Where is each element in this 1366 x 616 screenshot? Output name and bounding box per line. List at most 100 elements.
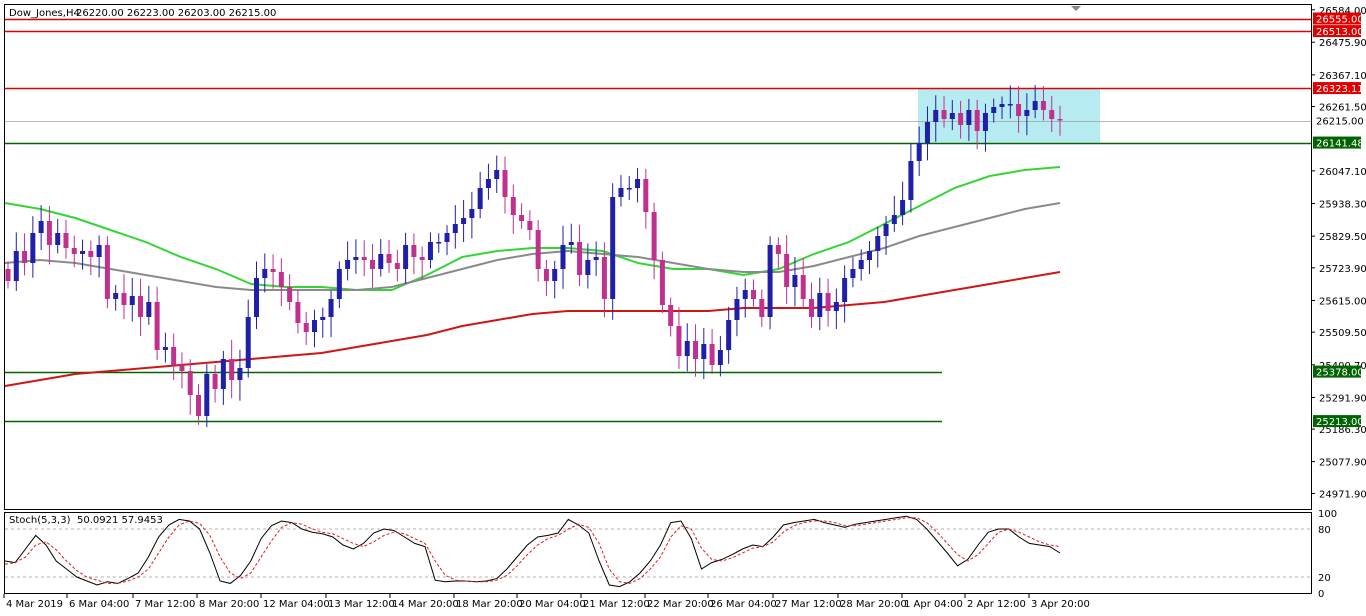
x-tick-label: 1 Apr 04:00 bbox=[904, 599, 963, 610]
candle-body bbox=[982, 113, 988, 131]
candle-body bbox=[916, 143, 922, 161]
candle-body bbox=[519, 215, 525, 221]
candle-body bbox=[96, 245, 102, 257]
candle-body bbox=[386, 254, 392, 263]
candle-body bbox=[568, 242, 574, 245]
y-tick-label: 25615.00 bbox=[1319, 297, 1366, 308]
candle-body bbox=[63, 233, 69, 248]
candles-group bbox=[5, 85, 1063, 428]
x-tick-label: 13 Mar 12:00 bbox=[328, 599, 395, 610]
candle-body bbox=[336, 269, 342, 299]
candle-body bbox=[262, 269, 268, 278]
candle-body bbox=[220, 359, 226, 389]
level-tag-0: 26555.00 bbox=[1316, 15, 1364, 26]
candle-body bbox=[22, 251, 28, 263]
stoch-panel bbox=[4, 512, 1312, 594]
x-tick-label: 26 Mar 04:00 bbox=[710, 599, 777, 610]
candle-body bbox=[419, 257, 425, 260]
candle-body bbox=[684, 341, 690, 356]
candle-body bbox=[138, 296, 144, 317]
candle-body bbox=[353, 257, 359, 260]
candle-body bbox=[585, 260, 591, 275]
candle-body bbox=[891, 215, 897, 224]
candle-body bbox=[701, 344, 707, 359]
scroll-marker-icon[interactable] bbox=[1071, 6, 1081, 11]
candle-body bbox=[751, 290, 757, 299]
candle-body bbox=[817, 293, 823, 317]
candle-body bbox=[552, 269, 558, 281]
candle-body bbox=[295, 302, 301, 323]
stoch-tick-label: 80 bbox=[1318, 525, 1331, 536]
candle-body bbox=[212, 374, 218, 389]
candle-body bbox=[436, 242, 442, 244]
candle-body bbox=[104, 245, 110, 299]
candle-body bbox=[179, 365, 185, 371]
current-price-tag: 26215.00 bbox=[1316, 117, 1364, 128]
x-tick-label: 3 Apr 20:00 bbox=[1031, 599, 1090, 610]
candle-body bbox=[46, 221, 52, 245]
stoch-label: Stoch(5,3,3) bbox=[9, 515, 71, 526]
candle-body bbox=[1057, 119, 1063, 121]
x-tick-label: 6 Mar 04:00 bbox=[69, 599, 129, 610]
y-tick-label: 26584.00 bbox=[1319, 6, 1366, 17]
candle-body bbox=[577, 242, 583, 275]
candle-body bbox=[635, 179, 641, 188]
candle-body bbox=[668, 305, 674, 326]
x-tick-label: 14 Mar 20:00 bbox=[392, 599, 459, 610]
candle-body bbox=[833, 302, 839, 311]
x-tick-label: 4 Mar 2019 bbox=[6, 599, 63, 610]
candle-body bbox=[237, 368, 243, 380]
candle-body bbox=[328, 299, 334, 317]
candle-body bbox=[254, 278, 260, 317]
y-tick-label: 24971.90 bbox=[1319, 489, 1366, 500]
x-tick-label: 2 Apr 12:00 bbox=[967, 599, 1026, 610]
candle-body bbox=[866, 251, 872, 260]
candle-body bbox=[850, 269, 856, 278]
candle-body bbox=[676, 326, 682, 356]
candle-body bbox=[858, 260, 864, 269]
candle-body bbox=[204, 374, 210, 416]
level-tag-4: 25378.00 bbox=[1316, 368, 1364, 379]
candle-body bbox=[444, 233, 450, 242]
candle-body bbox=[792, 275, 798, 287]
x-tick-label: 22 Mar 20:00 bbox=[647, 599, 714, 610]
x-tick-label: 28 Mar 20:00 bbox=[840, 599, 907, 610]
candle-body bbox=[171, 347, 177, 365]
x-tick-label: 8 Mar 20:00 bbox=[199, 599, 259, 610]
candle-body bbox=[30, 233, 36, 263]
x-tick-label: 27 Mar 12:00 bbox=[775, 599, 842, 610]
candle-body bbox=[974, 110, 980, 131]
candle-body bbox=[13, 251, 19, 281]
candle-body bbox=[485, 179, 491, 188]
candle-body bbox=[991, 107, 997, 113]
candle-body bbox=[452, 224, 458, 233]
candle-body bbox=[908, 161, 914, 200]
x-tick-label: 18 Mar 20:00 bbox=[456, 599, 523, 610]
stoch-tick-label: 20 bbox=[1318, 573, 1331, 584]
candle-body bbox=[999, 104, 1005, 107]
current-price-tag-bg bbox=[1313, 114, 1361, 127]
candle-body bbox=[477, 188, 483, 209]
level-tag-5: 25213.00 bbox=[1316, 417, 1364, 428]
candle-body bbox=[461, 218, 467, 224]
candle-body bbox=[55, 233, 61, 245]
candle-body bbox=[610, 197, 616, 299]
candle-body bbox=[875, 236, 881, 251]
ohlc-label: 26220.00 26223.00 26203.00 26215.00 bbox=[76, 8, 276, 19]
candle-body bbox=[146, 302, 152, 317]
y-tick-label: 25291.90 bbox=[1319, 393, 1366, 404]
candle-body bbox=[775, 245, 781, 254]
candle-body bbox=[154, 302, 160, 350]
candle-body bbox=[726, 320, 732, 350]
candle-body bbox=[601, 257, 607, 299]
candle-body bbox=[808, 299, 814, 317]
candle-body bbox=[270, 269, 276, 272]
symbol-label: Dow_Jones,H4 bbox=[9, 8, 80, 19]
y-tick-label: 26475.90 bbox=[1319, 38, 1366, 49]
candle-body bbox=[717, 350, 723, 365]
y-tick-label: 25829.50 bbox=[1319, 232, 1366, 243]
candle-body bbox=[369, 260, 375, 269]
candle-body bbox=[1007, 104, 1013, 106]
candle-body bbox=[933, 110, 939, 122]
